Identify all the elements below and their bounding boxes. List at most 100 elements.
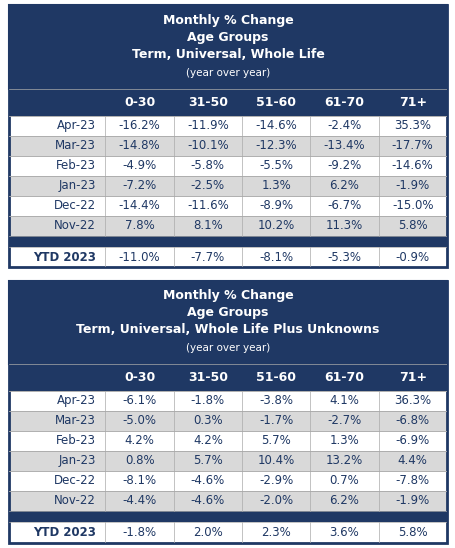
Text: YTD 2023: YTD 2023: [33, 251, 96, 264]
Text: 8.1%: 8.1%: [192, 219, 222, 232]
Text: Age Groups: Age Groups: [187, 306, 268, 319]
Text: 10.4%: 10.4%: [257, 454, 294, 467]
Text: Monthly % Change: Monthly % Change: [162, 14, 293, 27]
Text: -1.7%: -1.7%: [258, 414, 293, 427]
Bar: [9, 116, 446, 135]
Bar: [9, 175, 446, 196]
Text: Feb-23: Feb-23: [56, 159, 96, 172]
Text: Term, Universal, Whole Life: Term, Universal, Whole Life: [131, 48, 324, 61]
Text: -6.1%: -6.1%: [122, 394, 157, 407]
Bar: [9, 215, 446, 236]
Text: -11.9%: -11.9%: [187, 119, 228, 132]
Text: Monthly % Change: Monthly % Change: [162, 289, 293, 302]
Bar: [9, 511, 446, 522]
Text: 0.8%: 0.8%: [125, 454, 154, 467]
Text: -6.9%: -6.9%: [395, 434, 429, 447]
Text: 3.6%: 3.6%: [329, 526, 359, 539]
Text: 4.2%: 4.2%: [192, 434, 222, 447]
Text: 51-60: 51-60: [256, 371, 295, 384]
Text: 5.8%: 5.8%: [397, 526, 427, 539]
Text: -4.6%: -4.6%: [190, 474, 224, 487]
Text: -2.9%: -2.9%: [258, 474, 293, 487]
Text: 61-70: 61-70: [324, 96, 364, 109]
Text: 0.7%: 0.7%: [329, 474, 359, 487]
Text: 71+: 71+: [398, 371, 426, 384]
Text: -4.9%: -4.9%: [122, 159, 157, 172]
Text: 1.3%: 1.3%: [261, 179, 290, 192]
Bar: [9, 450, 446, 471]
Bar: [9, 410, 446, 431]
Text: -1.8%: -1.8%: [122, 526, 156, 539]
Text: 31-50: 31-50: [187, 371, 228, 384]
Text: -1.8%: -1.8%: [190, 394, 224, 407]
Text: Mar-23: Mar-23: [55, 414, 96, 427]
Text: -3.8%: -3.8%: [258, 394, 293, 407]
Bar: [9, 281, 446, 364]
Text: -0.9%: -0.9%: [395, 251, 429, 264]
Text: -6.7%: -6.7%: [327, 199, 361, 212]
Bar: [9, 471, 446, 490]
Text: -2.5%: -2.5%: [190, 179, 224, 192]
Text: 2.0%: 2.0%: [192, 526, 222, 539]
Text: 1.3%: 1.3%: [329, 434, 359, 447]
Text: -11.6%: -11.6%: [187, 199, 228, 212]
Text: 51-60: 51-60: [256, 96, 295, 109]
Bar: [9, 156, 446, 175]
Text: Mar-23: Mar-23: [55, 139, 96, 152]
Bar: [9, 431, 446, 450]
Text: 11.3%: 11.3%: [325, 219, 362, 232]
Text: -7.8%: -7.8%: [395, 474, 429, 487]
Text: Term, Universal, Whole Life Plus Unknowns: Term, Universal, Whole Life Plus Unknown…: [76, 323, 379, 336]
Text: 71+: 71+: [398, 96, 426, 109]
Text: -13.4%: -13.4%: [323, 139, 364, 152]
Text: 6.2%: 6.2%: [329, 179, 359, 192]
Text: Dec-22: Dec-22: [54, 474, 96, 487]
Text: -14.6%: -14.6%: [255, 119, 296, 132]
Text: 61-70: 61-70: [324, 371, 364, 384]
Bar: [9, 364, 446, 391]
Text: -5.0%: -5.0%: [122, 414, 156, 427]
Text: -8.1%: -8.1%: [122, 474, 156, 487]
Text: Apr-23: Apr-23: [57, 119, 96, 132]
Text: -5.3%: -5.3%: [327, 251, 361, 264]
Text: Dec-22: Dec-22: [54, 199, 96, 212]
Text: 4.1%: 4.1%: [329, 394, 359, 407]
Text: -5.8%: -5.8%: [191, 159, 224, 172]
Text: 4.2%: 4.2%: [124, 434, 154, 447]
Text: Nov-22: Nov-22: [54, 494, 96, 507]
Text: -2.7%: -2.7%: [327, 414, 361, 427]
Text: -2.0%: -2.0%: [258, 494, 293, 507]
Bar: [9, 522, 446, 543]
Text: Apr-23: Apr-23: [57, 394, 96, 407]
Text: YTD 2023: YTD 2023: [33, 526, 96, 539]
Text: 2.3%: 2.3%: [261, 526, 290, 539]
Text: (year over year): (year over year): [186, 342, 269, 352]
Text: -17.7%: -17.7%: [391, 139, 433, 152]
Bar: [9, 89, 446, 116]
Text: -7.7%: -7.7%: [190, 251, 224, 264]
Text: -14.6%: -14.6%: [391, 159, 433, 172]
Text: 0-30: 0-30: [124, 371, 155, 384]
Bar: [9, 391, 446, 410]
Text: Nov-22: Nov-22: [54, 219, 96, 232]
Text: -6.8%: -6.8%: [395, 414, 429, 427]
Text: 0.3%: 0.3%: [192, 414, 222, 427]
Text: -4.4%: -4.4%: [122, 494, 157, 507]
Text: 36.3%: 36.3%: [393, 394, 430, 407]
Text: -10.1%: -10.1%: [187, 139, 228, 152]
Text: -5.5%: -5.5%: [258, 159, 293, 172]
Bar: [9, 490, 446, 511]
Text: 5.7%: 5.7%: [192, 454, 222, 467]
Text: -8.1%: -8.1%: [258, 251, 293, 264]
Text: -1.9%: -1.9%: [395, 494, 429, 507]
Text: 5.7%: 5.7%: [261, 434, 290, 447]
Text: 10.2%: 10.2%: [257, 219, 294, 232]
Text: -15.0%: -15.0%: [391, 199, 433, 212]
Bar: [9, 248, 446, 267]
Text: Age Groups: Age Groups: [187, 31, 268, 44]
Text: -11.0%: -11.0%: [118, 251, 160, 264]
Bar: [9, 5, 446, 89]
Text: 31-50: 31-50: [187, 96, 228, 109]
Text: Feb-23: Feb-23: [56, 434, 96, 447]
Text: -14.8%: -14.8%: [118, 139, 160, 152]
